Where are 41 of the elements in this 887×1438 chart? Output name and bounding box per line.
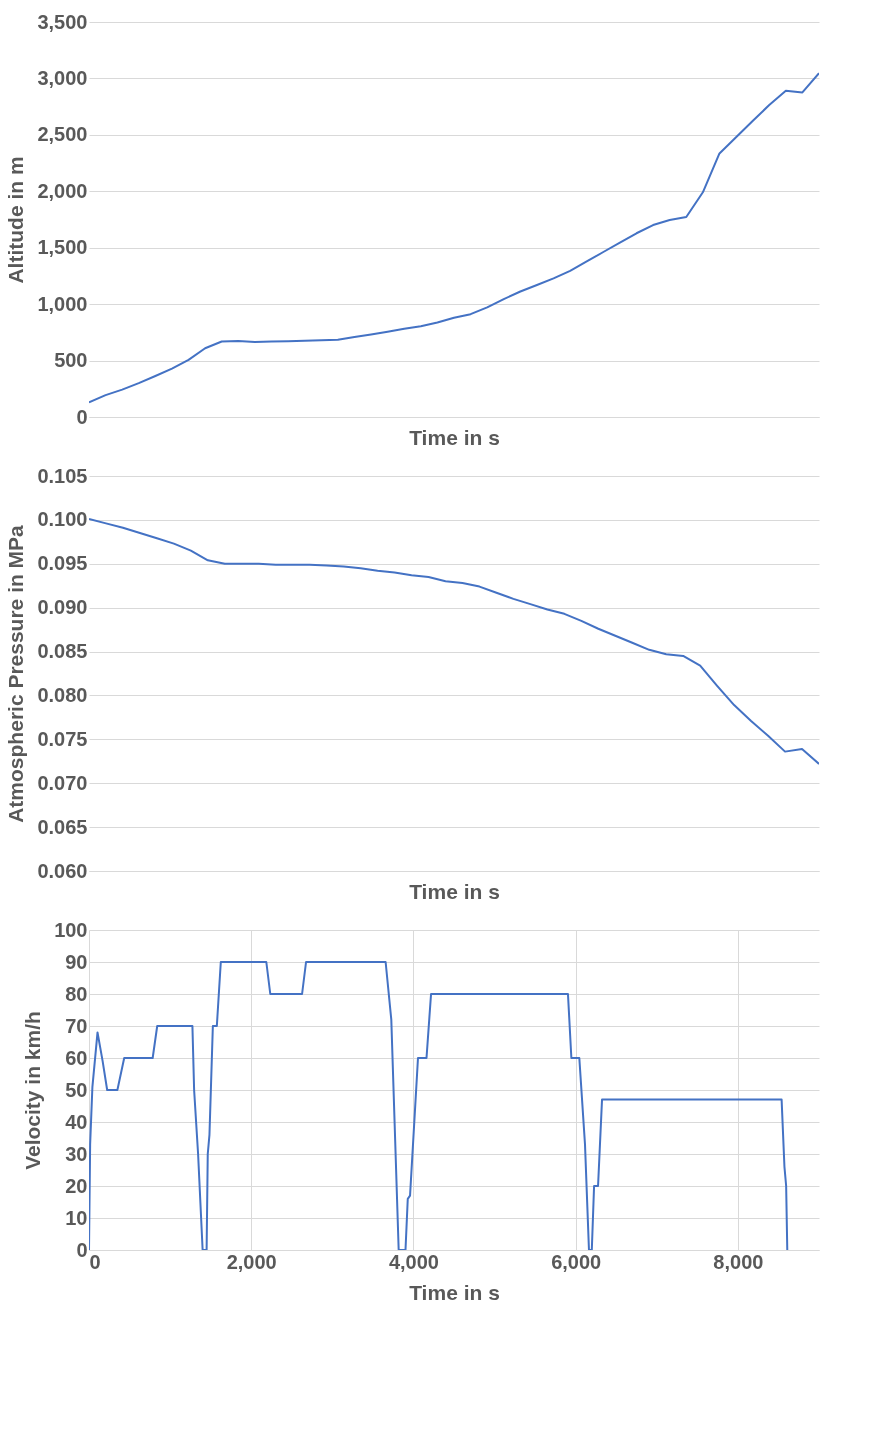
y-tick-label: 3,000 — [37, 66, 88, 89]
line-series — [89, 72, 819, 404]
y-axis-title: Velocity in km/h — [21, 1011, 45, 1170]
y-tick-label: 100 — [54, 918, 88, 941]
y-tick-label: 0.080 — [37, 683, 88, 706]
y-tick-label: 10 — [65, 1206, 88, 1229]
y-tick-label: 0.075 — [37, 727, 88, 750]
x-axis-title: Time in s — [409, 1280, 500, 1304]
y-tick-label: 0.105 — [37, 464, 88, 487]
y-tick-label: 500 — [54, 349, 88, 372]
x-tick-label: 4,000 — [388, 1250, 439, 1273]
y-tick-label: 1,000 — [37, 292, 88, 315]
x-tick-label: 2,000 — [226, 1250, 277, 1273]
y-tick-label: 2,500 — [37, 123, 88, 146]
line-series — [89, 518, 819, 765]
y-tick-label: 0 — [76, 405, 88, 428]
y-tick-label: 80 — [65, 982, 88, 1005]
line-series — [89, 961, 789, 1250]
y-axis-title: Atmospheric Pressure in MPa — [4, 524, 28, 823]
y-tick-label: 60 — [65, 1046, 88, 1069]
y-tick-label: 0.060 — [37, 859, 88, 882]
y-tick-label: 90 — [65, 950, 88, 973]
y-axis-title: Altitude in m — [4, 156, 28, 284]
y-tick-label: 0.070 — [37, 771, 88, 794]
x-axis-title: Time in s — [409, 425, 500, 449]
x-tick-label: 6,000 — [551, 1250, 602, 1273]
y-tick-label: 0.090 — [37, 596, 88, 619]
y-tick-label: 40 — [65, 1110, 88, 1133]
y-tick-label: 0.095 — [37, 552, 88, 575]
x-axis-title: Time in s — [409, 879, 500, 903]
y-tick-label: 3,500 — [37, 10, 88, 33]
y-tick-label: 20 — [65, 1174, 88, 1197]
y-tick-label: 0.100 — [37, 508, 88, 531]
y-tick-label: 0.085 — [37, 640, 88, 663]
y-tick-label: 0.065 — [37, 815, 88, 838]
y-tick-label: 70 — [65, 1014, 88, 1037]
y-tick-label: 2,000 — [37, 179, 88, 202]
y-tick-label: 50 — [65, 1078, 88, 1101]
y-tick-label: 1,500 — [37, 236, 88, 259]
y-tick-label: 30 — [65, 1142, 88, 1165]
x-tick-label: 8,000 — [713, 1250, 764, 1273]
